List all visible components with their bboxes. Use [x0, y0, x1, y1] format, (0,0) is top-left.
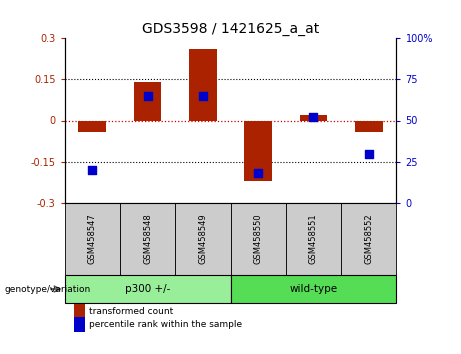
Bar — [175, 203, 230, 275]
Bar — [286, 203, 341, 275]
Bar — [300, 115, 327, 120]
Text: genotype/variation: genotype/variation — [5, 285, 91, 293]
Bar — [341, 203, 396, 275]
Bar — [65, 203, 120, 275]
Text: transformed count: transformed count — [89, 307, 173, 316]
Bar — [189, 49, 217, 120]
Text: GSM458551: GSM458551 — [309, 214, 318, 264]
Bar — [244, 120, 272, 181]
Point — [89, 167, 96, 173]
Bar — [134, 82, 161, 120]
Text: percentile rank within the sample: percentile rank within the sample — [89, 320, 242, 329]
Point — [199, 93, 207, 98]
Point — [310, 114, 317, 120]
Bar — [230, 275, 396, 303]
Bar — [65, 275, 230, 303]
Title: GDS3598 / 1421625_a_at: GDS3598 / 1421625_a_at — [142, 22, 319, 36]
Text: GSM458548: GSM458548 — [143, 213, 152, 264]
Bar — [355, 120, 383, 131]
Point — [365, 151, 372, 156]
Bar — [120, 203, 175, 275]
Text: GSM458550: GSM458550 — [254, 214, 263, 264]
Text: GSM458549: GSM458549 — [198, 214, 207, 264]
Text: GSM458552: GSM458552 — [364, 214, 373, 264]
Point — [144, 93, 151, 98]
Text: wild-type: wild-type — [290, 284, 337, 294]
Bar — [230, 203, 286, 275]
Bar — [78, 120, 106, 131]
Text: GSM458547: GSM458547 — [88, 213, 97, 264]
Text: p300 +/-: p300 +/- — [125, 284, 170, 294]
Point — [254, 171, 262, 176]
